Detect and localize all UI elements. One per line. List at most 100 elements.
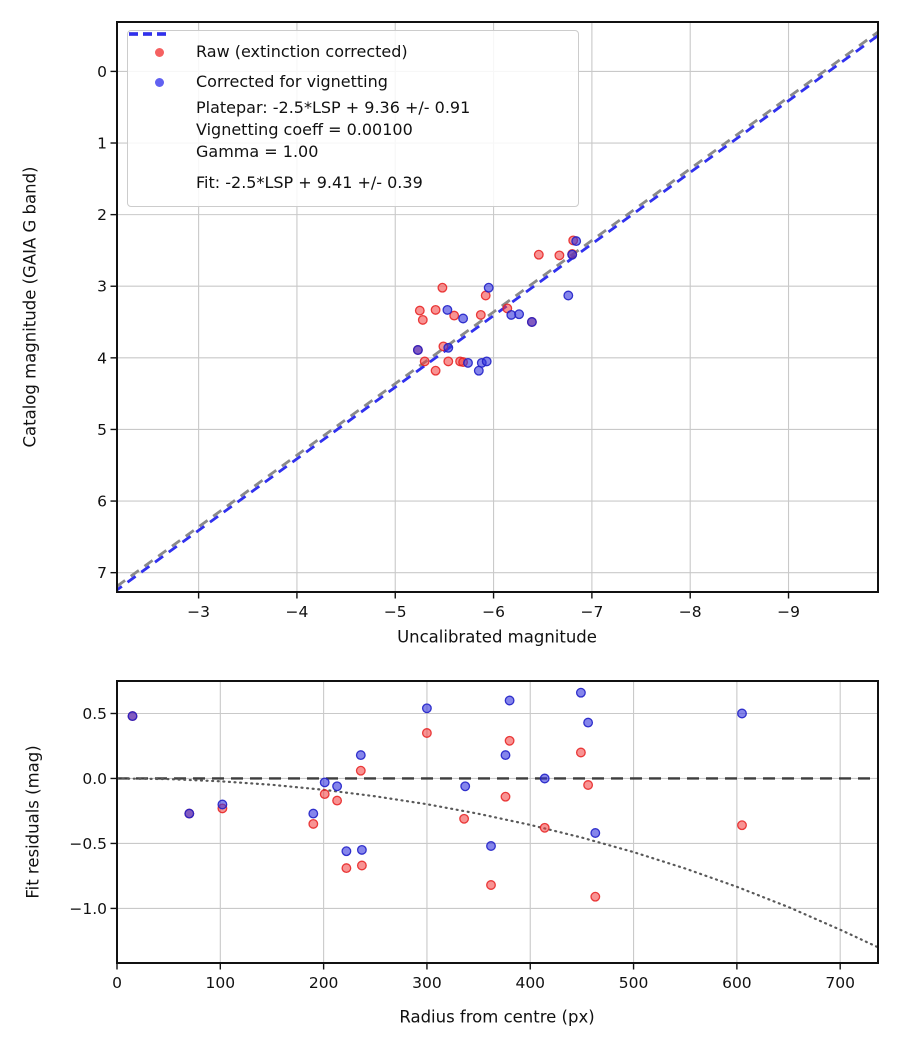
raw-point bbox=[417, 314, 428, 325]
raw-point bbox=[554, 250, 565, 261]
legend: Raw (extinction corrected) Corrected for… bbox=[127, 30, 579, 207]
corrected-point bbox=[504, 695, 515, 706]
corrected-point bbox=[567, 249, 578, 260]
tick-label: 500 bbox=[619, 974, 649, 992]
raw-dot-icon bbox=[136, 47, 182, 57]
raw-point bbox=[583, 780, 594, 790]
tick-label: 600 bbox=[722, 974, 752, 992]
tick-label: −7 bbox=[580, 603, 603, 621]
raw-point bbox=[533, 249, 544, 260]
tick-label: 2 bbox=[97, 206, 107, 224]
tick-label: 6 bbox=[97, 493, 107, 511]
tick-label: 3 bbox=[97, 278, 107, 296]
corrected-point bbox=[319, 777, 330, 788]
legend-label-raw: Raw (extinction corrected) bbox=[196, 42, 408, 61]
corrected-point bbox=[421, 703, 432, 714]
raw-point bbox=[319, 789, 330, 800]
corrected-point bbox=[217, 799, 228, 810]
bottom-x-axis-label: Radius from centre (px) bbox=[399, 1007, 595, 1027]
raw-point bbox=[421, 728, 432, 738]
corrected-point bbox=[571, 236, 582, 247]
top-x-axis-label: Uncalibrated magnitude bbox=[397, 627, 597, 647]
raw-point bbox=[430, 304, 441, 315]
corrected-point bbox=[526, 317, 537, 327]
platepar-line-2: Vignetting coeff = 0.00100 bbox=[196, 120, 413, 139]
legend-row-platepar: Platepar: -2.5*LSP + 9.36 +/- 0.91 Vigne… bbox=[129, 32, 564, 163]
corrected-point bbox=[308, 808, 319, 819]
vignetting-curve bbox=[115, 777, 879, 949]
corrected-point bbox=[514, 309, 525, 320]
corrected-point bbox=[460, 781, 471, 792]
tick-label: 200 bbox=[309, 974, 339, 992]
raw-point bbox=[459, 813, 470, 824]
corrected-point bbox=[737, 708, 747, 719]
tick-label: 1 bbox=[97, 135, 107, 153]
legend-row-fit: Fit: -2.5*LSP + 9.41 +/- 0.39 bbox=[129, 32, 564, 198]
raw-point bbox=[500, 791, 511, 802]
corrected-point bbox=[412, 345, 423, 355]
raw-point bbox=[504, 735, 515, 746]
tick-label: 7 bbox=[97, 564, 107, 582]
tick-label: −9 bbox=[777, 603, 800, 621]
legend-row-corrected: Corrected for vignetting bbox=[136, 67, 564, 97]
raw-point bbox=[356, 860, 367, 871]
corrected-point bbox=[481, 356, 492, 367]
raw-point bbox=[414, 305, 425, 316]
corrected-point bbox=[332, 781, 343, 792]
raw-point bbox=[486, 880, 496, 890]
corrected-point bbox=[483, 282, 494, 293]
corrected-point bbox=[583, 717, 594, 728]
corrected-point bbox=[127, 711, 138, 722]
raw-point bbox=[737, 820, 747, 831]
raw-point bbox=[332, 795, 343, 806]
fit-line bbox=[116, 34, 879, 591]
corrected-point bbox=[442, 304, 453, 315]
platepar-line-1: Platepar: -2.5*LSP + 9.36 +/- 0.91 bbox=[196, 98, 471, 117]
corrected-point bbox=[590, 828, 601, 838]
raw-point bbox=[419, 356, 430, 367]
tick-label: 5 bbox=[97, 421, 107, 439]
raw-point bbox=[430, 365, 441, 376]
raw-point bbox=[437, 282, 448, 293]
plot-frame bbox=[116, 680, 879, 964]
corrected-point bbox=[463, 357, 473, 368]
legend-row-raw: Raw (extinction corrected) bbox=[136, 37, 564, 67]
corrected-point bbox=[355, 750, 366, 761]
legend-label-fit: Fit: -2.5*LSP + 9.41 +/- 0.39 bbox=[196, 173, 423, 192]
tick-label: 0 bbox=[97, 63, 107, 81]
tick-label: 0 bbox=[112, 974, 122, 992]
corrected-dot-icon bbox=[136, 77, 182, 87]
corrected-point bbox=[575, 687, 586, 698]
corrected-point bbox=[341, 846, 352, 857]
tick-label: −6 bbox=[482, 603, 505, 621]
platepar-line bbox=[116, 30, 879, 588]
top-y-axis-label: Catalog magnitude (GAIA G band) bbox=[20, 166, 40, 448]
tick-label: −5 bbox=[384, 603, 407, 621]
plot-frame bbox=[116, 21, 879, 593]
raw-point bbox=[341, 863, 352, 874]
raw-point bbox=[443, 356, 454, 367]
tick-label: 0.0 bbox=[82, 770, 107, 788]
tick-label: 300 bbox=[412, 974, 442, 992]
raw-point bbox=[308, 818, 319, 829]
raw-point bbox=[539, 822, 550, 833]
tick-label: −3 bbox=[187, 603, 210, 621]
corrected-point bbox=[539, 773, 550, 784]
corrected-point bbox=[184, 808, 195, 819]
raw-point bbox=[475, 309, 486, 320]
raw-point bbox=[355, 765, 366, 776]
corrected-point bbox=[458, 313, 469, 324]
tick-label: −8 bbox=[679, 603, 702, 621]
tick-label: 700 bbox=[825, 974, 855, 992]
raw-point bbox=[590, 891, 601, 902]
tick-label: 4 bbox=[97, 349, 107, 367]
corrected-point bbox=[356, 844, 367, 855]
tick-label: −4 bbox=[285, 603, 308, 621]
corrected-point bbox=[473, 365, 484, 376]
legend-label-corrected: Corrected for vignetting bbox=[196, 72, 388, 91]
tick-label: 0.5 bbox=[82, 705, 107, 723]
raw-point bbox=[449, 310, 460, 321]
legend-label-platepar: Platepar: -2.5*LSP + 9.36 +/- 0.91 Vigne… bbox=[196, 97, 470, 163]
